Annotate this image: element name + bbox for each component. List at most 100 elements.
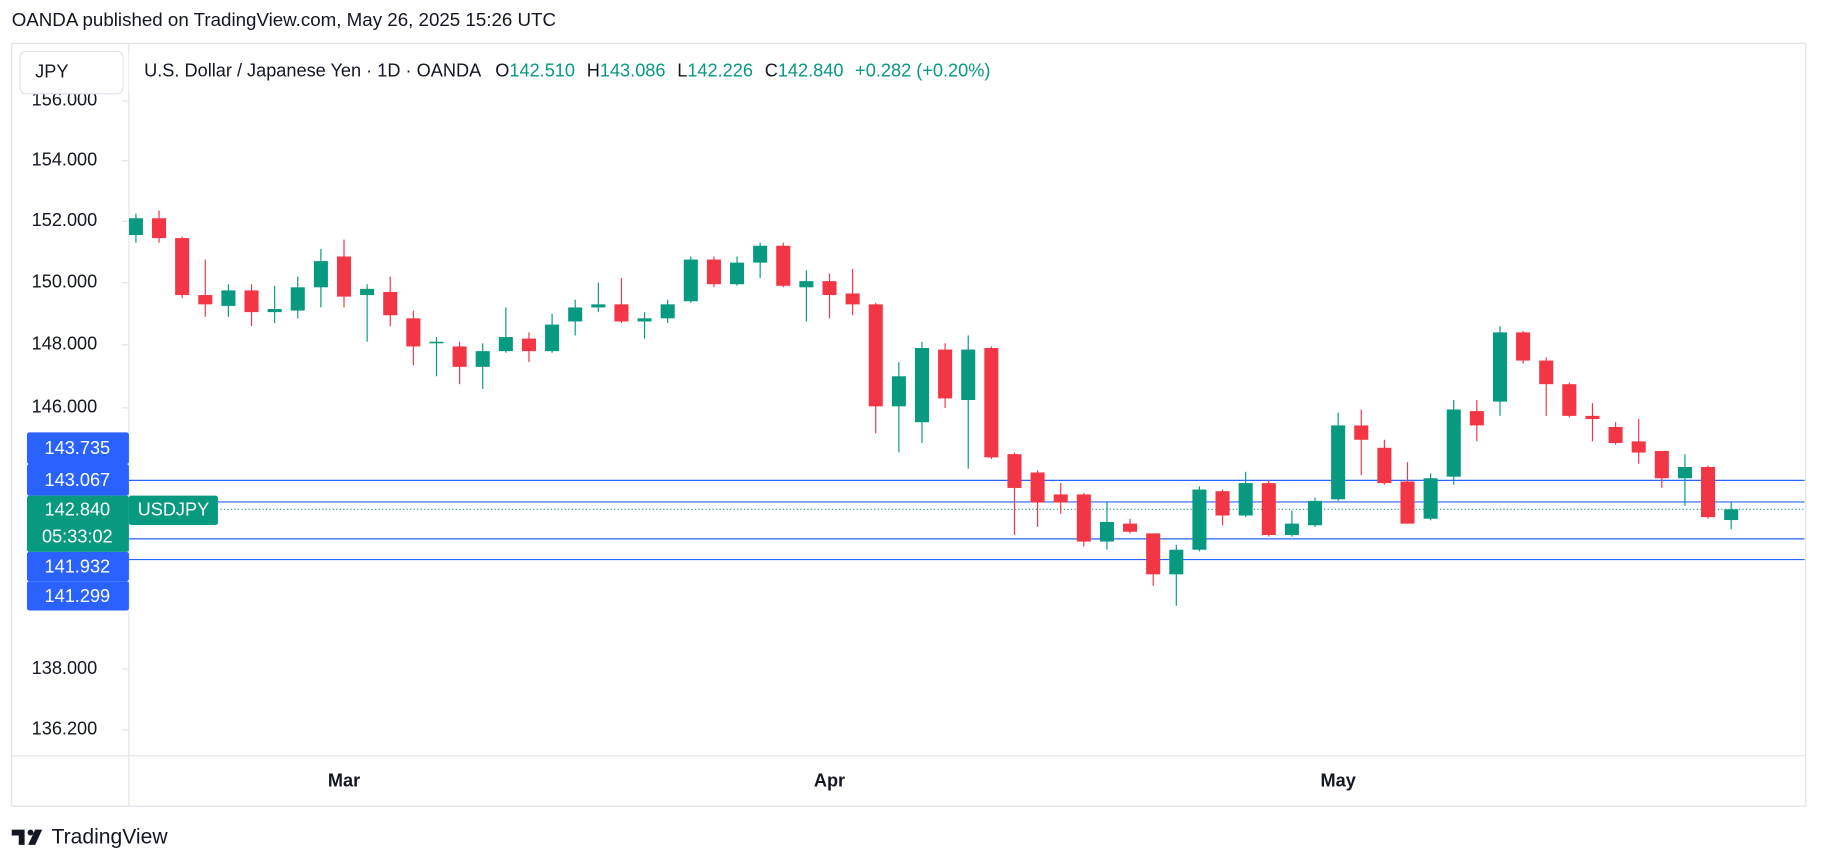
candle-body bbox=[614, 304, 629, 322]
y-tick-label: 150.000 bbox=[32, 271, 98, 291]
candle-body bbox=[822, 281, 837, 296]
price-label: 143.067 bbox=[45, 470, 111, 490]
candle-body bbox=[1469, 411, 1484, 426]
ohlc-key: O bbox=[495, 60, 509, 80]
candle-body bbox=[267, 309, 282, 313]
candle-body bbox=[1562, 384, 1577, 416]
candle-body bbox=[1307, 500, 1323, 526]
candle-body bbox=[383, 291, 398, 316]
candle-body bbox=[660, 304, 675, 319]
candle-body bbox=[1423, 478, 1438, 519]
ohlc-key: C bbox=[765, 60, 778, 80]
candle-body bbox=[1238, 483, 1253, 516]
candle-body bbox=[360, 288, 375, 296]
x-tick-label: May bbox=[1320, 770, 1355, 790]
candle-body bbox=[637, 318, 652, 322]
ohlc-key: H bbox=[587, 60, 600, 80]
candle-body bbox=[1492, 332, 1508, 402]
candle-body bbox=[984, 348, 999, 458]
candle-body bbox=[429, 341, 444, 344]
candle-body bbox=[198, 295, 213, 305]
candle-body bbox=[1585, 415, 1600, 420]
candle-body bbox=[1192, 489, 1207, 550]
y-tick-label: 152.000 bbox=[32, 210, 98, 230]
candle-body bbox=[498, 337, 513, 352]
y-tick-label: 136.200 bbox=[32, 719, 98, 739]
candle-body bbox=[1400, 481, 1415, 524]
candle-body bbox=[1146, 533, 1161, 575]
footer: TradingView bbox=[52, 825, 169, 848]
candle-body bbox=[753, 245, 768, 263]
candle-body bbox=[128, 218, 143, 236]
candle-body bbox=[891, 376, 906, 407]
y-tick-label: 138.000 bbox=[32, 658, 98, 678]
change: +0.282 (+0.20%) bbox=[855, 60, 990, 80]
candle-body bbox=[938, 349, 953, 399]
price-label-box bbox=[26, 551, 129, 582]
candle-body bbox=[961, 349, 976, 400]
candle-body bbox=[1261, 483, 1276, 536]
legend-bg bbox=[128, 51, 1137, 92]
candle-body bbox=[1284, 523, 1299, 536]
x-tick-label: Apr bbox=[814, 770, 845, 790]
candle-body bbox=[152, 218, 167, 239]
candle-body bbox=[1215, 491, 1230, 516]
candle-body bbox=[1007, 454, 1022, 488]
candle-body bbox=[845, 293, 860, 305]
ohlc-value: 142.840 bbox=[778, 60, 844, 80]
candle-body bbox=[1076, 494, 1091, 542]
candle-body bbox=[545, 324, 560, 352]
candle-body bbox=[336, 256, 352, 297]
candle-body bbox=[1631, 441, 1646, 453]
y-tick-label: 156.000 bbox=[32, 90, 98, 110]
chart-frame bbox=[11, 42, 1807, 807]
candle-body bbox=[1724, 509, 1739, 521]
logo-icon bbox=[11, 829, 43, 845]
candle-body bbox=[1053, 494, 1068, 503]
legend-title: U.S. Dollar / Japanese Yen · 1D · OANDA bbox=[144, 60, 482, 80]
last-price-box bbox=[26, 495, 129, 552]
candle-body bbox=[568, 307, 583, 322]
candle-body bbox=[1608, 427, 1623, 443]
candle-body bbox=[1123, 523, 1138, 532]
symbol-box-label: JPY bbox=[35, 61, 68, 81]
y-tick-label: 154.000 bbox=[32, 150, 98, 170]
header: OANDA published on TradingView.com, May … bbox=[12, 9, 556, 30]
candle-body bbox=[1030, 472, 1045, 503]
candle-body bbox=[1169, 549, 1184, 575]
ohlc-key: L bbox=[677, 60, 687, 80]
legend: U.S. Dollar / Japanese Yen · 1D · OANDA O… bbox=[144, 60, 990, 80]
candle-body bbox=[1099, 521, 1114, 542]
candle-body bbox=[475, 351, 490, 367]
ohlc-value: 143.086 bbox=[600, 60, 666, 80]
candle-body bbox=[406, 318, 421, 347]
last-price-name: USDJPY bbox=[138, 500, 210, 520]
y-tick-label: 148.000 bbox=[32, 334, 98, 354]
candle-body bbox=[683, 259, 698, 302]
candle-body bbox=[313, 261, 328, 288]
tradingview-logo: TradingView bbox=[11, 825, 169, 848]
price-label: 141.299 bbox=[45, 586, 111, 606]
candle-body bbox=[244, 290, 259, 313]
candle-body bbox=[1377, 447, 1392, 484]
ohlc-value: 142.510 bbox=[509, 60, 575, 80]
candle-body bbox=[591, 304, 606, 308]
candle-body bbox=[1539, 360, 1554, 385]
candle-body bbox=[776, 245, 791, 286]
candle-body bbox=[914, 348, 930, 423]
candle-body bbox=[706, 259, 721, 285]
candle-body bbox=[521, 338, 536, 352]
candle-body bbox=[221, 290, 236, 306]
price-label: 141.932 bbox=[45, 557, 111, 577]
symbol-box[interactable] bbox=[19, 50, 124, 95]
price-label-box bbox=[26, 581, 129, 611]
price-label-box bbox=[26, 432, 129, 465]
last-price-label: 142.840 bbox=[45, 500, 111, 520]
candle-body bbox=[1516, 332, 1531, 361]
y-tick-label: 146.000 bbox=[32, 397, 98, 417]
x-tick-label: Mar bbox=[328, 770, 360, 790]
candle-body bbox=[1701, 467, 1716, 518]
candle-body bbox=[1446, 409, 1461, 477]
